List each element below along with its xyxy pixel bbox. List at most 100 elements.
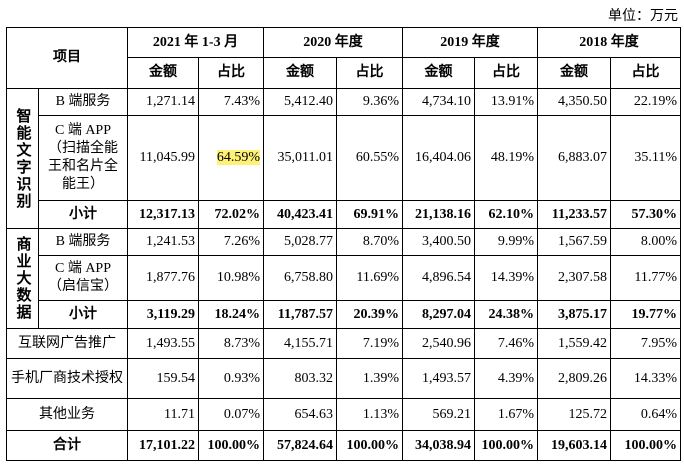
value-cell: 1,493.57 [402,358,476,399]
item-cell: 其他业务 [6,398,128,431]
value-cell: 2,307.58 [537,255,612,301]
value-cell: 57.30% [610,200,682,229]
value-cell: 4,155.71 [263,328,338,359]
header-cell: 2019 年度 [402,27,539,58]
value-cell: 569.21 [402,398,476,431]
item-cell: B 端服务 [38,88,128,116]
value-cell: 22.19% [610,88,682,116]
value-cell: 8,297.04 [402,300,476,329]
header-cell: 占比 [197,57,265,89]
item-cell: B 端服务 [38,228,128,256]
value-cell: 7.46% [474,328,539,359]
item-cell: C 端 APP（启信宝） [38,255,128,301]
highlighted-value: 64.59% [216,150,261,165]
value-cell: 20.39% [336,300,404,329]
value-cell: 7.43% [197,88,265,116]
value-cell: 3,119.29 [127,300,199,329]
value-cell: 11.71 [127,398,199,431]
value-cell: 11,787.57 [263,300,338,329]
value-cell: 4,350.50 [537,88,612,116]
revenue-table: 项目 2021 年 1-3 月 2020 年度 2019 年度 2018 年度 金额 占比金… [6,27,682,461]
value-cell: 9.36% [336,88,404,116]
value-cell: 14.39% [474,255,539,301]
table-row: 合计 17,101.22 100.00% 57,824.64 100.00% 34,038… [6,430,682,461]
value-cell: 8.70% [336,228,404,256]
table-row: C 端 APP（扫描全能王和名片全能王） 11,045.99 64.59% 35,01… [7,115,682,201]
value-cell: 21,138.16 [402,200,476,229]
value-cell: 1.13% [336,398,404,431]
value-cell: 11,045.99 [127,115,199,201]
value-cell: 11.77% [610,255,682,301]
value-cell: 4,734.10 [402,88,476,116]
value-cell: 2,540.96 [402,328,476,359]
header-cell: 2020 年度 [263,27,404,58]
value-cell: 10.98% [197,255,265,301]
group-cell: 智能文字识别 [6,88,39,229]
value-cell: 6,883.07 [537,115,612,201]
table-row: 其他业务 11.71 0.07% 654.63 1.13% 569.21 1.67% 125.… [6,398,682,431]
item-cell: 合计 [6,430,128,461]
value-cell: 12,317.13 [127,200,199,229]
value-cell: 40,423.41 [263,200,338,229]
value-cell: 100.00% [474,430,539,461]
table-row: C 端 APP（启信宝） 1,877.76 10.98% 6,758.80 11.69%… [7,255,682,301]
value-cell: 8.00% [610,228,682,256]
value-cell: 18.24% [197,300,265,329]
value-cell: 0.64% [610,398,682,431]
value-cell: 654.63 [263,398,338,431]
value-cell: 0.07% [197,398,265,431]
unit-label: 单位：万元 [608,9,678,24]
header-cell: 占比 [610,57,682,89]
value-cell: 11.69% [336,255,404,301]
value-cell: 6,758.80 [263,255,338,301]
item-cell: 互联网广告推广 [6,328,128,359]
value-cell: 72.02% [197,200,265,229]
value-cell: 14.33% [610,358,682,399]
value-cell: 16,404.06 [402,115,476,201]
table-row: 项目 2021 年 1-3 月 2020 年度 2019 年度 2018 年度 [6,27,682,89]
value-cell: 125.72 [537,398,612,431]
header-cell: 占比 [474,57,539,89]
value-cell: 100.00% [336,430,404,461]
value-cell: 35.11% [610,115,682,201]
table-row: 智能文字识别 B 端服务 1,271.14 7.43% 5,412.40 9.36% 4,7… [6,88,682,229]
value-cell: 7.95% [610,328,682,359]
value-cell: 35,011.01 [263,115,338,201]
header-cell: 金额 [127,57,199,89]
value-cell: 159.54 [127,358,199,399]
header-cell: 2021 年 1-3 月 [126,27,265,58]
table-row: 金额 占比 金额 占比 金额 占比 金额 占比 [7,57,682,89]
value-cell: 4,896.54 [402,255,476,301]
value-cell: 57,824.64 [263,430,338,461]
value-cell: 5,412.40 [263,88,338,116]
value-cell: 0.93% [197,358,265,399]
item-cell: 小计 [38,200,128,229]
value-cell: 64.59% [197,115,265,201]
header-cell: 2018 年度 [537,27,682,58]
header-cell: 金额 [402,57,476,89]
header-cell: 占比 [336,57,404,89]
value-cell: 13.91% [474,88,539,116]
value-cell: 7.26% [197,228,265,256]
value-cell: 5,028.77 [263,228,338,256]
header-cell: 金额 [537,57,612,89]
table-row: 小计 3,119.29 18.24% 11,787.57 20.39% 8,297.04 2… [7,300,682,329]
header-cell: 金额 [263,57,338,89]
value-cell: 62.10% [474,200,539,229]
value-cell: 19.77% [610,300,682,329]
value-cell: 3,400.50 [402,228,476,256]
table-row: 互联网广告推广 1,493.55 8.73% 4,155.71 7.19% 2,540.9… [6,328,682,359]
table-row: 商业大数据 B 端服务 1,241.53 7.26% 5,028.77 8.70% 3,40… [6,228,682,329]
value-cell: 7.19% [336,328,404,359]
value-cell: 1,271.14 [127,88,199,116]
value-cell: 100.00% [197,430,265,461]
group-label: 智能文字识别 [14,107,31,210]
value-cell: 1,493.55 [127,328,199,359]
value-cell: 34,038.94 [402,430,476,461]
value-cell: 17,101.22 [127,430,199,461]
value-cell: 19,603.14 [537,430,612,461]
value-cell: 1,567.59 [537,228,612,256]
value-cell: 9.99% [474,228,539,256]
value-cell: 1,559.42 [537,328,612,359]
